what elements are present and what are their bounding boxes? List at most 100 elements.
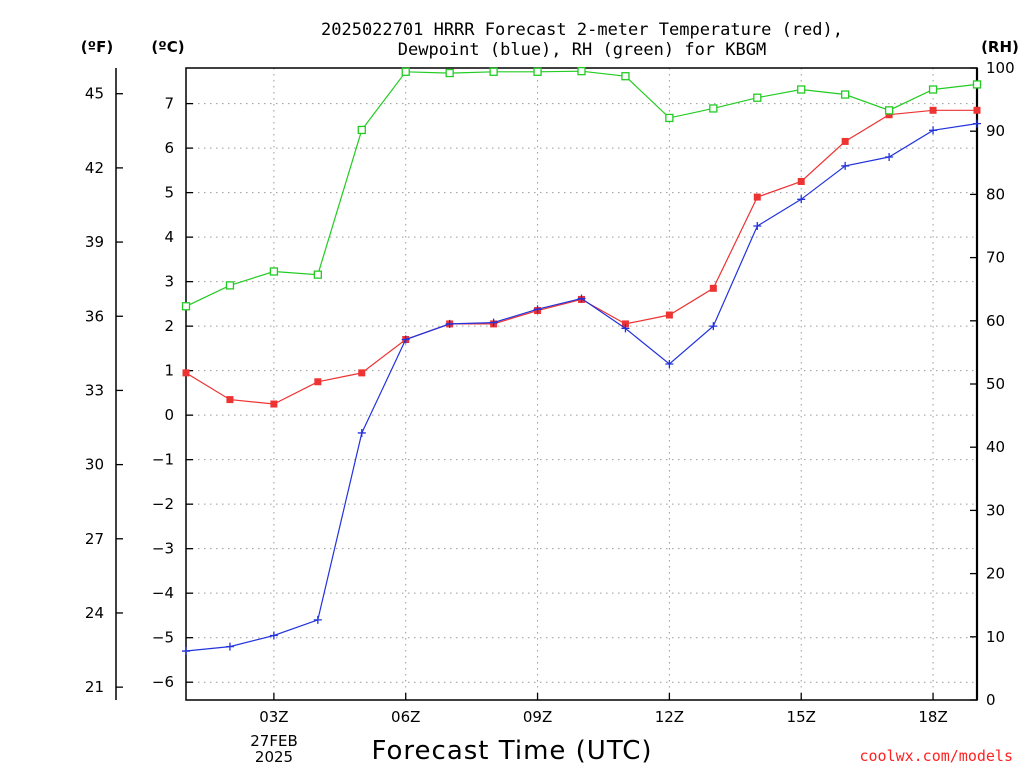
x-axis-title: Forecast Time (UTC) (371, 736, 652, 766)
celsius-tick-label: −4 (152, 584, 174, 602)
dewpoint-point (753, 222, 762, 230)
dewpoint-series (182, 119, 981, 656)
rh-point (709, 104, 718, 113)
dewpoint-point (929, 126, 938, 135)
celsius-tick-label: 6 (164, 139, 174, 157)
temperature-point (226, 396, 234, 404)
rh-point (577, 67, 586, 76)
x-date-day-label: 27FEB (250, 732, 297, 750)
rh-point (841, 90, 850, 99)
chart-title: 2025022701 HRRR Forecast 2-meter Tempera… (321, 20, 843, 60)
celsius-tick-label: 0 (164, 406, 174, 424)
x-tick-label: 18Z (918, 708, 947, 726)
rh-point (489, 67, 498, 76)
rh-tick-label: 60 (986, 312, 1005, 330)
rh-point (928, 85, 938, 94)
dewpoint-point (621, 324, 630, 333)
credit-link[interactable]: coolwx.com/models (859, 747, 1013, 765)
dewpoint-point (973, 119, 981, 128)
rh-tick-label: 100 (986, 59, 1015, 77)
rh-series (181, 67, 982, 311)
rh-point (357, 125, 366, 135)
temperature-point (621, 320, 629, 328)
x-date-year-label: 2025 (255, 748, 293, 766)
dewpoint-point (313, 615, 322, 624)
fahrenheit-tick-label: 30 (85, 456, 104, 474)
series-layer (181, 67, 982, 656)
x-tick-label: 03Z (259, 708, 288, 726)
rh-point (972, 80, 982, 89)
rh-point (621, 72, 630, 81)
temperature-point (709, 284, 717, 292)
dewpoint-point (182, 647, 190, 656)
temperature-point (885, 111, 893, 119)
celsius-tick-label: −5 (152, 629, 174, 647)
rh-tick-label: 0 (986, 691, 996, 709)
temperature-point (314, 378, 322, 386)
fahrenheit-tick-label: 24 (85, 604, 104, 622)
fahrenheit-axis-unit: (ºF) (81, 38, 113, 56)
fahrenheit-tick-label: 42 (85, 159, 104, 177)
rh-tick-label: 40 (986, 438, 1005, 456)
dewpoint-point (885, 153, 894, 162)
dewpoint-point (577, 294, 586, 303)
temperature-point (841, 137, 849, 145)
rh-tick-label: 10 (986, 628, 1005, 646)
rh-point (401, 67, 410, 76)
dewpoint-point (401, 335, 410, 344)
rh-tick-label: 90 (986, 122, 1005, 140)
chart-title-line1: 2025022701 HRRR Forecast 2-meter Tempera… (321, 20, 843, 40)
rh-point (225, 281, 235, 290)
fahrenheit-tick-label: 36 (85, 307, 104, 325)
rh-point (445, 68, 454, 78)
rh-tick-label: 70 (986, 249, 1005, 267)
dewpoint-line (185, 123, 978, 652)
temperature-point (270, 400, 278, 408)
rh-tick-label: 20 (986, 565, 1005, 583)
celsius-tick-label: 4 (164, 228, 174, 246)
temperature-point (665, 311, 673, 319)
dewpoint-point (533, 305, 542, 314)
celsius-tick-label: −1 (152, 451, 174, 469)
celsius-tick-label: −3 (152, 540, 174, 558)
chart-title-line2: Dewpoint (blue), RH (green) for KBGM (398, 40, 766, 60)
temperature-point (797, 177, 805, 185)
celsius-tick-label: 1 (164, 362, 174, 380)
temperature-point (753, 193, 761, 201)
x-tick-label: 09Z (523, 708, 552, 726)
rh-tick-label: 80 (986, 185, 1005, 203)
fahrenheit-tick-label: 27 (85, 530, 104, 548)
fahrenheit-tick-label: 39 (85, 233, 104, 251)
temperature-point (973, 106, 981, 114)
dewpoint-point (357, 428, 366, 437)
celsius-tick-label: −2 (152, 495, 174, 513)
celsius-tick-label: 7 (164, 95, 174, 113)
rh-axis-unit: (RH) (981, 38, 1019, 56)
rh-point (665, 113, 674, 123)
rh-line (185, 70, 978, 307)
fahrenheit-tick-label: 21 (85, 678, 104, 696)
x-tick-label: 15Z (787, 708, 816, 726)
rh-tick-label: 50 (986, 375, 1005, 393)
rh-point (269, 267, 279, 276)
dewpoint-point (797, 195, 806, 204)
x-tick-label: 06Z (391, 708, 420, 726)
rh-point (797, 85, 806, 94)
celsius-axis-unit: (ºC) (151, 38, 184, 56)
temperature-point (929, 106, 937, 114)
celsius-tick-label: −6 (152, 673, 174, 691)
temperature-line (185, 109, 977, 405)
temperature-series (182, 106, 981, 408)
fahrenheit-tick-label: 33 (85, 381, 104, 399)
fahrenheit-tick-label: 45 (85, 85, 104, 103)
dewpoint-point (489, 318, 498, 327)
axes-layer: 212427303336394245−6−5−4−3−2−10123456701… (85, 59, 1015, 726)
dewpoint-point (269, 631, 278, 640)
celsius-tick-label: 3 (164, 273, 174, 291)
rh-point (533, 67, 542, 76)
celsius-tick-label: 2 (164, 317, 174, 335)
x-tick-label: 12Z (655, 708, 684, 726)
dewpoint-point (225, 642, 234, 651)
temperature-point (182, 369, 190, 377)
